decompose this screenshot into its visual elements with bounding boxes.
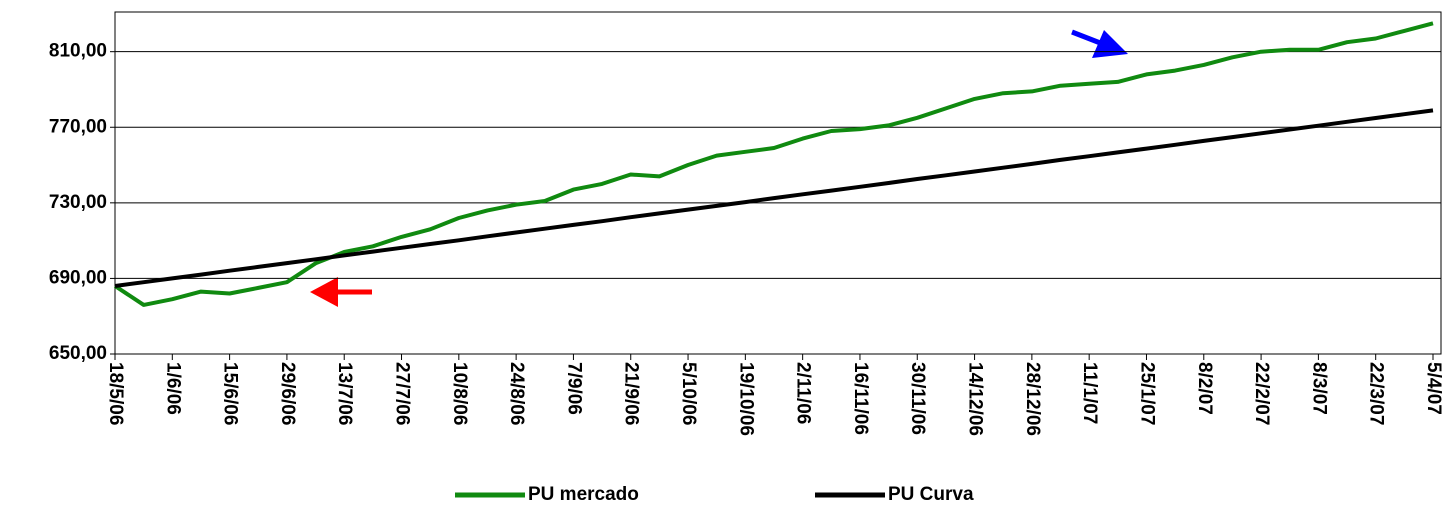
x-tick-label: 5/10/06 [678, 362, 699, 425]
x-tick-label: 25/1/07 [1136, 362, 1157, 425]
series-line [114, 108, 1434, 288]
y-tick-label: 810,00 [49, 41, 107, 62]
series-line [113, 21, 1434, 307]
y-tick-label: 690,00 [49, 267, 107, 288]
y-tick-label: 730,00 [49, 192, 107, 213]
x-tick-label: 28/12/06 [1022, 362, 1043, 436]
x-tick-label: 24/8/06 [506, 362, 527, 425]
legend-label: PU Curva [888, 484, 974, 505]
x-tick-label: 2/11/06 [793, 362, 814, 424]
x-tick-label: 29/6/06 [277, 362, 298, 425]
x-tick-label: 19/10/06 [735, 362, 756, 436]
plot-frame [114, 11, 1442, 355]
x-tick-label: 15/6/06 [220, 362, 241, 425]
x-tick-label: 22/3/07 [1366, 362, 1387, 425]
y-tick-label: 650,00 [49, 343, 107, 364]
x-tick-label: 11/1/07 [1079, 362, 1100, 424]
x-tick-label: 27/7/06 [392, 362, 413, 425]
arrows [310, 29, 1128, 307]
x-tick-label: 18/5/06 [105, 362, 126, 425]
y-tick-label: 770,00 [49, 116, 107, 137]
x-tick-label: 13/7/06 [334, 362, 355, 425]
x-tick-label: 16/11/06 [850, 362, 871, 435]
x-tick-label: 1/6/06 [162, 362, 183, 415]
x-tick-label: 8/2/07 [1194, 362, 1215, 415]
x-tick-label: 10/8/06 [449, 362, 470, 425]
x-tick-label: 22/2/07 [1251, 362, 1272, 425]
blue-arrow-head [1092, 30, 1128, 58]
x-tick-label: 7/9/06 [563, 362, 584, 415]
red-arrow-head [310, 277, 338, 307]
x-tick-label: 21/9/06 [621, 362, 642, 425]
x-tick-label: 14/12/06 [965, 362, 986, 436]
x-tick-label: 5/4/07 [1423, 362, 1442, 415]
x-tick-label: 8/3/07 [1308, 362, 1329, 415]
x-tick-label: 30/11/06 [907, 362, 928, 435]
legend-label: PU mercado [528, 484, 639, 505]
